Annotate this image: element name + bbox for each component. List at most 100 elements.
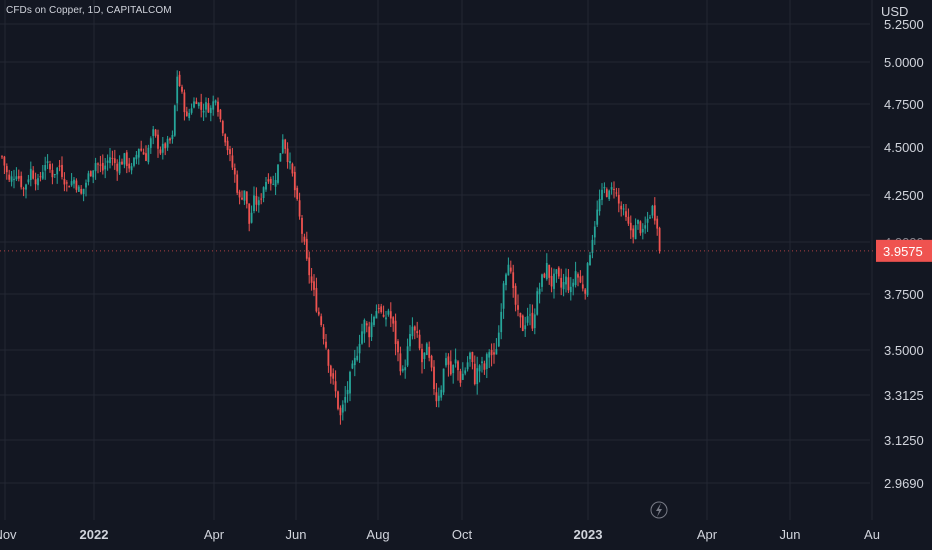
candle-body <box>226 140 229 151</box>
candle-body <box>63 178 66 185</box>
candle <box>464 367 467 376</box>
candle-body <box>205 102 207 110</box>
candle <box>111 150 114 166</box>
x-tick-label: Oct <box>452 527 473 542</box>
candle <box>579 270 582 284</box>
candle-body <box>596 209 599 225</box>
candle-body <box>265 181 267 190</box>
candle <box>200 93 203 118</box>
candle <box>476 356 479 395</box>
candle-body <box>29 168 32 181</box>
candle-body <box>457 361 459 371</box>
candle-body <box>142 152 145 155</box>
candle <box>524 316 527 337</box>
candle-body <box>137 148 140 158</box>
candle-body <box>365 323 368 326</box>
candle-body <box>567 277 570 291</box>
candle <box>557 266 560 279</box>
candle-body <box>656 218 659 229</box>
candle <box>356 346 359 362</box>
candle <box>154 128 157 138</box>
candle <box>449 350 452 376</box>
candle <box>625 203 627 221</box>
candle <box>185 106 188 117</box>
candle <box>646 211 649 232</box>
candle <box>149 136 152 154</box>
candle <box>250 205 253 224</box>
candle-body <box>104 165 107 170</box>
candle-body <box>44 165 47 171</box>
candle-body <box>356 355 359 360</box>
candle <box>653 197 656 225</box>
candle-body <box>217 101 219 113</box>
candle-body <box>358 343 361 354</box>
candle <box>617 188 620 213</box>
candle <box>361 323 363 345</box>
candle <box>411 317 414 340</box>
candle-body <box>507 264 510 276</box>
candle-body <box>320 316 323 325</box>
candle-body <box>101 162 104 171</box>
candle <box>207 97 210 113</box>
candle-body <box>478 365 481 372</box>
candle-body <box>353 357 356 366</box>
candle-body <box>207 103 210 113</box>
candle <box>488 349 491 368</box>
candle <box>466 356 469 372</box>
candle <box>85 179 87 197</box>
candle <box>440 385 443 401</box>
candle <box>425 342 428 356</box>
candle-body <box>617 194 620 204</box>
candle <box>159 146 162 155</box>
candle-body <box>176 76 179 104</box>
candle <box>284 138 287 154</box>
y-tick-label: 5.2500 <box>884 17 924 32</box>
candle <box>423 352 426 370</box>
candle-body <box>447 356 450 365</box>
candle <box>147 144 150 165</box>
candle <box>173 104 176 137</box>
candle <box>610 182 613 195</box>
candle <box>75 178 78 193</box>
bolt-icon[interactable] <box>650 501 668 519</box>
y-tick-label: 3.7500 <box>884 287 924 302</box>
candle-body <box>272 183 275 185</box>
candle-body <box>5 166 8 173</box>
candle <box>164 142 167 156</box>
candle <box>365 321 368 333</box>
candle-body <box>514 285 517 305</box>
candle-body <box>241 197 243 200</box>
candle <box>329 364 332 384</box>
candle-body <box>327 349 330 366</box>
candle <box>649 214 651 220</box>
candle-body <box>337 391 339 409</box>
candle <box>601 183 603 206</box>
candle <box>533 308 536 335</box>
y-tick-label: 4.7500 <box>884 97 924 112</box>
candle <box>169 137 171 144</box>
candle-body <box>46 161 49 163</box>
candle <box>529 304 531 326</box>
candle <box>272 175 275 186</box>
candle-body <box>459 371 462 383</box>
candle <box>133 157 135 168</box>
candle-body <box>229 149 231 155</box>
candle <box>320 313 323 327</box>
candle-body <box>1 156 3 158</box>
candle <box>421 343 423 374</box>
candle <box>99 155 102 173</box>
candle <box>262 186 265 203</box>
candle <box>437 387 440 408</box>
candle <box>572 278 575 296</box>
candle-body <box>545 262 548 280</box>
candle <box>337 390 339 411</box>
candle <box>454 348 457 368</box>
candle <box>627 208 630 226</box>
candle-body <box>344 396 347 403</box>
candle-body <box>481 361 483 364</box>
candle <box>152 125 155 145</box>
candle-body <box>613 188 615 190</box>
candle-body <box>130 166 133 171</box>
candle-body <box>529 314 531 316</box>
